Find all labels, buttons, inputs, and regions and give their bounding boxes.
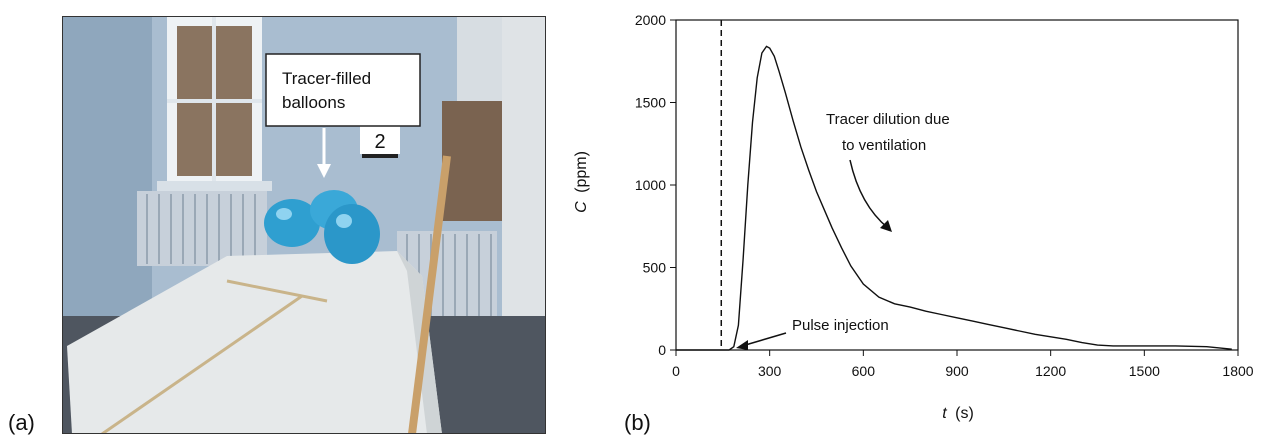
y-tick-label: 1500: [635, 95, 666, 111]
panel-label-a: (a): [8, 410, 35, 435]
window-sill: [157, 181, 272, 191]
balloon: [324, 204, 380, 264]
y-axis-unit: (ppm): [573, 151, 590, 193]
series-line: [676, 45, 1232, 351]
balloon-highlight: [336, 214, 352, 228]
x-axis-symbol: t: [942, 405, 947, 422]
annotation-dilution-line-1: Tracer dilution due: [826, 111, 950, 128]
x-tick-label: 1500: [1129, 363, 1160, 379]
room-photograph: 2 Tracer-filled balloons: [62, 16, 546, 434]
balloons: [264, 190, 380, 264]
x-tick-label: 0: [672, 363, 680, 379]
annotation-pulse-arrow: [741, 332, 787, 347]
left-wall: [62, 16, 152, 316]
wooden-pole: [408, 155, 451, 434]
white-table: [67, 251, 442, 434]
callout-box: [265, 53, 421, 127]
x-tick-label: 300: [758, 363, 782, 379]
cabinet: [442, 101, 502, 221]
x-tick-label: 900: [945, 363, 969, 379]
panel-label-b: (b): [624, 410, 651, 435]
y-tick-label: 0: [658, 342, 666, 358]
measuring-rods: [101, 279, 328, 434]
y-axis-title: C (ppm): [573, 151, 590, 213]
x-axis-title: t (s): [942, 405, 974, 422]
x-axis-unit: (s): [955, 405, 974, 422]
chart-ticks: 0 300 600 900 1200 1500 1800 0 500 1000 1500 2000: [635, 12, 1254, 379]
annotation-dilution-arrowhead: [880, 220, 892, 232]
concentration-chart: 0 300 600 900 1200 1500 1800 0 500 1000 1500 2000 C…: [573, 12, 1254, 422]
window-mullions: [167, 16, 262, 186]
left-radiator: [137, 191, 267, 266]
sign-number: 2: [374, 131, 385, 153]
callout-line-2: balloons: [282, 93, 345, 112]
y-axis-symbol: C: [573, 201, 590, 213]
annotation-dilution-arrow: [849, 159, 889, 229]
svg-text:C (ppm): C (ppm): [573, 151, 590, 213]
annotation-pulse-text: Pulse injection: [792, 317, 889, 334]
plot-frame: [675, 19, 1239, 351]
number-sign: [360, 124, 400, 154]
y-tick-label: 2000: [635, 12, 666, 28]
sign-underline: [362, 154, 398, 158]
x-tick-label: 600: [852, 363, 876, 379]
callout-arrow: [317, 128, 331, 178]
photo-border: [62, 16, 546, 434]
y-tick-label: 1000: [635, 177, 666, 193]
balloon-highlight: [276, 208, 292, 220]
x-tick-label: 1200: [1035, 363, 1066, 379]
y-tick-label: 500: [643, 260, 667, 276]
x-tick-label: 1800: [1222, 363, 1253, 379]
annotation-dilution-line-2: to ventilation: [842, 137, 926, 154]
annotation-pulse-arrowhead: [736, 340, 748, 350]
chart-axes: [675, 19, 1239, 351]
callout-line-1: Tracer-filled: [282, 69, 371, 88]
